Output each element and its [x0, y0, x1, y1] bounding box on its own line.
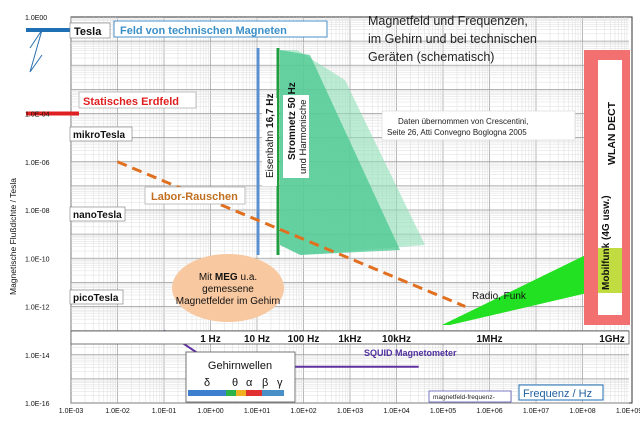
y-tick-label: 1.0E00: [25, 15, 47, 22]
band-beta: [246, 390, 262, 396]
brainwave-alpha: α: [246, 377, 253, 389]
stromnetz-label-b: 50 Hz: [287, 82, 298, 108]
x-tick-label: 1.0E-03: [59, 408, 84, 415]
stromnetz-label: Stromnetz 50 Hz: [287, 82, 298, 160]
title-line-1: Magnetfeld und Frequenzen,: [368, 14, 528, 28]
meg-prefix: Mit: [199, 272, 215, 283]
stromnetz-label-bg: [283, 95, 309, 178]
mikro-box: [69, 126, 133, 142]
y-tick-label: 1.0E-16: [25, 401, 50, 408]
band-delta: [188, 390, 226, 396]
y-tick-label: 1.0E-10: [25, 256, 50, 263]
freq-band-strip: [70, 330, 630, 345]
earth-field-label-box: [78, 91, 197, 109]
pico-box: [69, 289, 124, 305]
brainwave-delta: δ: [204, 377, 210, 389]
meg-line-2: gemessene: [202, 284, 254, 295]
earth-field-label: Statisches Erdfeld: [83, 96, 179, 108]
freq-band-label: 1GHz: [599, 334, 625, 345]
freq-band-label: 1MHz: [476, 334, 502, 345]
tech-magnets-label: Feld von technischen Magneten: [120, 25, 287, 37]
tesla-box: [69, 22, 111, 39]
axis-break-zigzag: [29, 29, 43, 73]
meg-suffix: u.a.: [238, 272, 257, 283]
x-tick-labels: 1.0E-03 1.0E-02 1.0E-01 1.0E+00 1.0E+01 1.0E+…: [59, 408, 640, 415]
meg-bold: MEG: [215, 272, 238, 283]
stromnetz-label-a: Stromnetz: [287, 111, 298, 160]
brainwave-gamma: γ: [277, 377, 283, 389]
band-gamma: [262, 390, 284, 396]
mobile-label-a: Mobilfunk: [601, 242, 612, 290]
y-tick-label: 1.0E-04: [25, 112, 50, 119]
y-axis-label: Magnetische Flußdichte / Tesla: [8, 178, 18, 295]
band-alpha: [236, 390, 246, 396]
freq-band-label: 10 Hz: [244, 334, 270, 345]
x-tick-label: 1.0E+08: [569, 408, 595, 415]
brainwave-theta: θ: [232, 377, 238, 389]
y-tick-label: 1.0E-14: [25, 353, 50, 360]
picotesla-label: picoTesla: [73, 293, 119, 304]
meg-line-1: Mit MEG u.a.: [199, 272, 257, 283]
meg-line-3: Magnetfelder im Gehirn: [176, 296, 281, 307]
eisenbahn-label-a: Eisenbahn: [265, 131, 276, 178]
x-tick-label: 1.0E+06: [476, 408, 502, 415]
mikrotesla-label: mikroTesla: [73, 130, 125, 141]
tech-magnets-label-box: [113, 20, 328, 38]
y-tick-labels: 1.0E00 1.0E-04 1.0E-06 1.0E-08 1.0E-10 1.0E-1…: [25, 15, 50, 408]
freq-band-label: 1 Hz: [200, 334, 221, 345]
band-theta: [226, 390, 236, 396]
mobile-label: Mobilfunk (4G usw.): [601, 195, 612, 290]
xlabel-box: [518, 384, 604, 401]
x-tick-label: 1.0E+03: [337, 408, 363, 415]
lab-noise-label: Labor-Rauschen: [151, 191, 238, 203]
freq-band-labels: 1 Hz 10 Hz 100 Hz 1kHz 10kHz 1MHz 1GHz: [200, 334, 625, 345]
freq-band-label: 1kHz: [338, 334, 361, 345]
harmonics-region: [280, 50, 400, 255]
small-label: magnetfeld-frequenz-: [433, 394, 495, 401]
radio-label: Radio, Funk: [472, 291, 527, 302]
title-line-2: im Gehirn und bei technischen: [368, 32, 537, 46]
y-tick-label: 1.0E-08: [25, 208, 50, 215]
x-tick-label: 1.0E-02: [105, 408, 130, 415]
x-tick-label: 1.0E+04: [383, 408, 409, 415]
x-tick-label: 1.0E+01: [244, 408, 270, 415]
radio-region: [442, 248, 600, 325]
tesla-label: Tesla: [74, 26, 102, 38]
freq-band-label: 100 Hz: [288, 334, 320, 345]
x-tick-label: 1.0E+05: [430, 408, 456, 415]
mobile-inner-overlap: [598, 248, 622, 293]
lab-noise-label-box: [144, 186, 246, 205]
series-lab-noise-line: [116, 160, 466, 308]
source-box: [381, 110, 576, 141]
source-line-2: Seite 26, Atti Convegno Boglogna 2005: [387, 128, 527, 137]
brainwaves-title: Gehirnwellen: [208, 360, 272, 372]
y-tick-label: 1.0E-06: [25, 160, 50, 167]
eisenbahn-label: Eisenbahn 16,7 Hz: [265, 93, 276, 178]
small-label-box: [428, 390, 512, 403]
mobile-label-b: (4G usw.): [601, 195, 612, 240]
x-tick-label: 1.0E+02: [290, 408, 316, 415]
eisenbahn-label-b: 16,7 Hz: [265, 93, 276, 127]
eisenbahn-label-bg: [262, 98, 277, 186]
x-tick-label: 1.0E+00: [197, 408, 223, 415]
source-line-1: Daten übernommen von Crescentini,: [398, 117, 528, 126]
nanotesla-label: nanoTesla: [73, 210, 122, 221]
harmonics-label: und Harmonische: [298, 100, 309, 174]
nano-box: [69, 206, 126, 222]
x-tick-label: 1.0E+07: [523, 408, 549, 415]
brainwave-beta: β: [262, 377, 268, 389]
squid-label: SQUID Magnetometer: [364, 348, 457, 358]
wlan-dect-label: WLAN DECT: [606, 101, 618, 165]
freq-band-label: 10kHz: [382, 334, 411, 345]
title-line-3: Geräten (schematisch): [368, 50, 494, 64]
x-tick-label: 1.0E-01: [152, 408, 177, 415]
meg-brain-region: [172, 254, 284, 322]
x-tick-label: 1.0E+09: [616, 408, 640, 415]
x-axis-label: Frequenz / Hz: [523, 388, 592, 400]
y-tick-label: 1.0E-12: [25, 305, 50, 312]
